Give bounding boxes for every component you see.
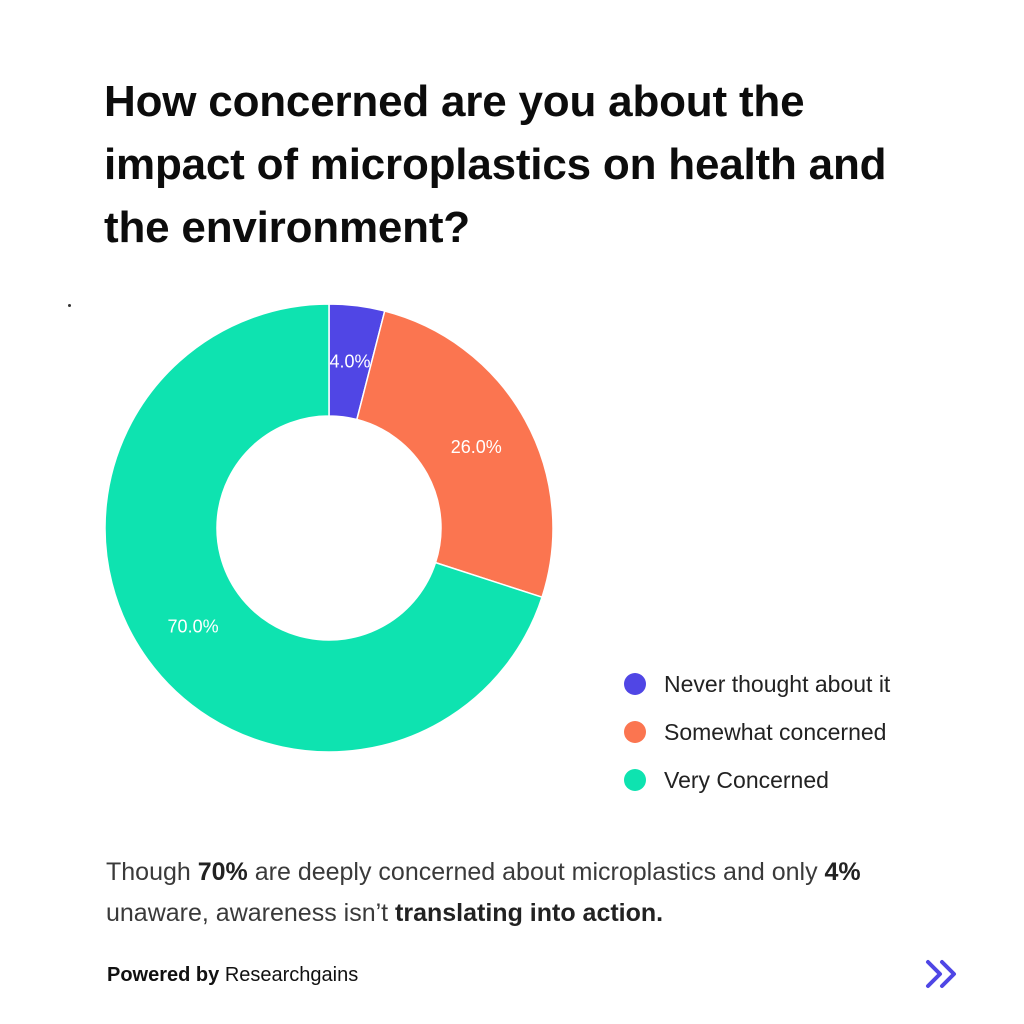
legend-swatch xyxy=(624,769,646,791)
chevron-path xyxy=(940,960,956,988)
legend-swatch xyxy=(624,673,646,695)
slice-value-label: 4.0% xyxy=(330,351,371,371)
title-line: impact of microplastics on health and xyxy=(104,140,887,189)
summary-bold: 70% xyxy=(197,858,248,886)
slice-value-label: 26.0% xyxy=(451,437,502,457)
title-line: the environment? xyxy=(104,203,470,252)
donut-slice xyxy=(104,303,543,753)
slice-value-label: 70.0% xyxy=(168,617,219,637)
summary-bold: translating into action. xyxy=(395,899,664,927)
powered-by-label: Powered by xyxy=(107,964,220,986)
summary-part: Though xyxy=(106,858,198,886)
brand-name: Researchgains xyxy=(224,964,359,986)
stray-dot xyxy=(68,304,71,307)
footer-credit: Powered by Researchgains xyxy=(107,964,358,987)
legend-item: Never thought about it xyxy=(624,660,890,708)
legend-swatch xyxy=(624,721,646,743)
legend-item: Very Concerned xyxy=(624,756,890,804)
page-title: How concerned are you about the impact o… xyxy=(104,70,984,259)
chevron-path xyxy=(926,960,942,988)
summary-bold: 4% xyxy=(824,858,861,886)
chart-legend: Never thought about it Somewhat concerne… xyxy=(624,660,890,804)
title-line: How concerned are you about the xyxy=(104,77,805,126)
legend-label: Never thought about it xyxy=(664,670,891,697)
donut-slice xyxy=(355,310,554,599)
legend-label: Very Concerned xyxy=(664,766,829,793)
summary-text: Though 70% are deeply concerned about mi… xyxy=(106,852,986,934)
summary-part: unaware, awareness isn’t xyxy=(106,899,396,927)
legend-label: Somewhat concerned xyxy=(664,718,887,745)
double-chevron-right-icon[interactable] xyxy=(924,958,960,990)
legend-item: Somewhat concerned xyxy=(624,708,890,756)
summary-part: are deeply concerned about microplastics… xyxy=(247,858,825,886)
